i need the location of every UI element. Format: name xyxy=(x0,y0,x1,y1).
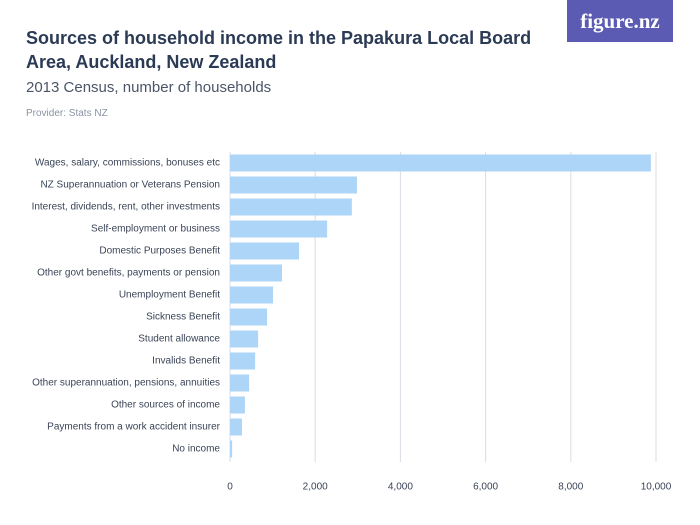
x-tick-label: 8,000 xyxy=(558,482,583,493)
y-tick-label: Student allowance xyxy=(138,334,220,345)
provider-note: Provider: Stats NZ xyxy=(26,108,108,119)
y-tick-label: Other govt benefits, payments or pension xyxy=(37,268,220,279)
y-tick-label: Other superannuation, pensions, annuitie… xyxy=(32,378,220,389)
bar xyxy=(230,220,328,238)
y-tick-label: NZ Superannuation or Veterans Pension xyxy=(40,180,220,191)
y-tick-label: Payments from a work accident insurer xyxy=(47,422,221,433)
x-tick-label: 2,000 xyxy=(303,482,328,493)
y-tick-label: No income xyxy=(172,444,220,455)
bar xyxy=(230,286,274,304)
bar xyxy=(230,352,256,370)
bar xyxy=(230,396,245,414)
y-tick-label: Other sources of income xyxy=(111,400,220,411)
y-tick-label: Wages, salary, commissions, bonuses etc xyxy=(35,158,220,169)
x-tick-label: 4,000 xyxy=(388,482,413,493)
y-tick-label: Invalids Benefit xyxy=(152,356,220,367)
y-tick-label: Domestic Purposes Benefit xyxy=(99,246,220,257)
bar xyxy=(230,374,250,392)
x-tick-label: 0 xyxy=(227,482,233,493)
bar xyxy=(230,440,233,458)
y-tick-label: Self-employment or business xyxy=(91,224,220,235)
bar xyxy=(230,264,282,282)
bar xyxy=(230,330,259,348)
x-tick-label: 10,000 xyxy=(641,482,672,493)
y-tick-label: Interest, dividends, rent, other investm… xyxy=(32,202,220,213)
bar xyxy=(230,418,242,436)
chart-title: Sources of household income in the Papak… xyxy=(26,28,532,72)
bar xyxy=(230,176,357,194)
chart-subtitle: 2013 Census, number of households xyxy=(26,79,272,96)
bar xyxy=(230,154,651,172)
logo[interactable]: figure.nz xyxy=(567,0,673,42)
y-tick-label: Unemployment Benefit xyxy=(119,290,220,301)
y-tick-label: Sickness Benefit xyxy=(146,312,220,323)
bar xyxy=(230,198,352,216)
x-tick-label: 6,000 xyxy=(473,482,498,493)
bar xyxy=(230,308,268,326)
bar xyxy=(230,242,300,260)
